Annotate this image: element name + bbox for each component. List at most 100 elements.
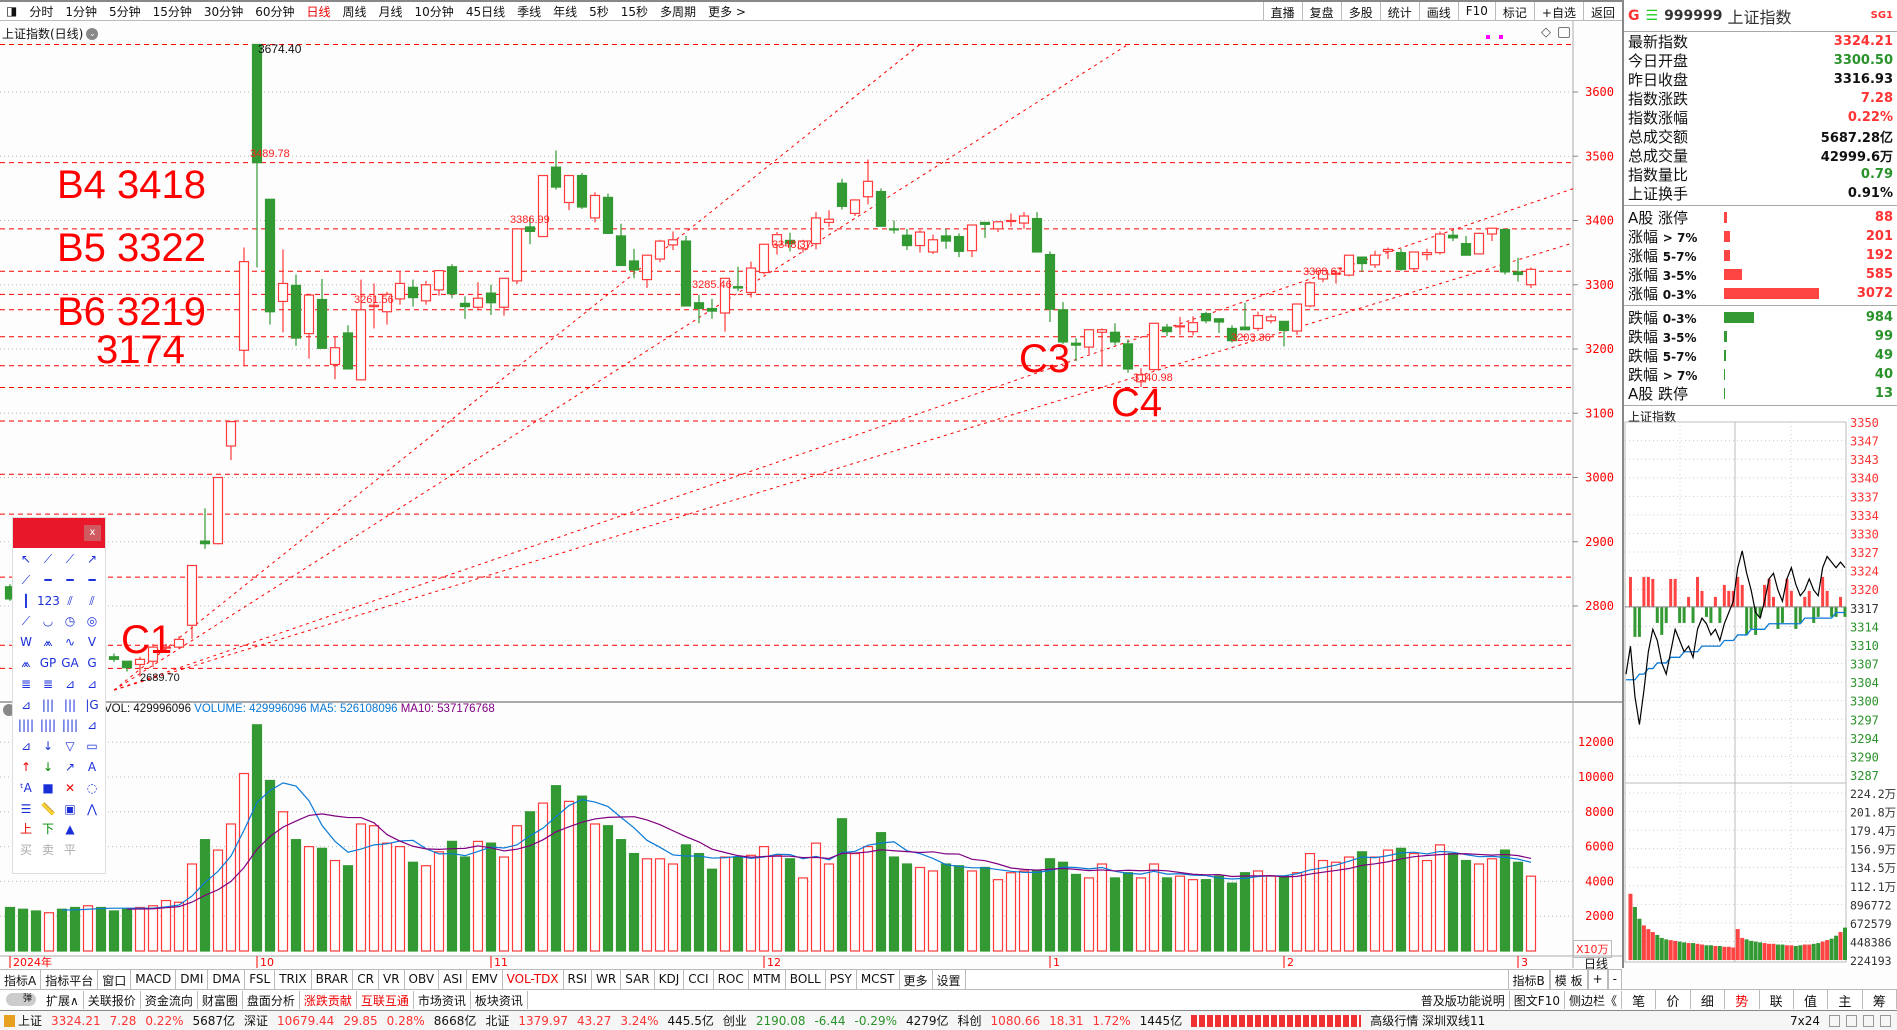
indicator-tab[interactable]: FSL	[245, 970, 276, 989]
period-tab[interactable]: 年线	[553, 4, 578, 19]
horizontal-line-icon[interactable]: ━	[88, 572, 96, 587]
feed-label[interactable]: 高级行情 深圳双线11	[1370, 1014, 1486, 1028]
period-tab[interactable]: 多周期	[660, 4, 697, 19]
period-tab[interactable]: 5分钟	[109, 4, 141, 19]
info-tab[interactable]: 关联报价	[84, 990, 141, 1009]
template-button[interactable]: -	[1607, 970, 1622, 989]
candle[interactable]	[797, 239, 809, 253]
indicator-tab[interactable]: BRAR	[312, 970, 354, 989]
candle[interactable]	[381, 291, 393, 325]
candle[interactable]	[1382, 247, 1394, 260]
candle[interactable]	[1031, 212, 1043, 253]
indicator-tab[interactable]: 指标A	[0, 970, 42, 989]
line-segment-icon[interactable]: ⟋	[43, 552, 53, 566]
trendline[interactable]	[113, 44, 1129, 691]
toolbar-button[interactable]: F10	[1457, 2, 1495, 21]
candle[interactable]	[1122, 339, 1134, 373]
gann-time-icon[interactable]: |G	[85, 697, 99, 712]
candle[interactable]	[355, 279, 367, 381]
candle[interactable]	[511, 228, 523, 285]
gann-gp-icon[interactable]: GP	[39, 655, 57, 670]
ray-icon[interactable]: ⟋	[21, 572, 31, 587]
candle[interactable]	[550, 150, 562, 190]
candle[interactable]	[407, 279, 419, 307]
candle[interactable]	[576, 172, 588, 209]
down-arrow-lines-icon[interactable]: ↓	[42, 739, 54, 754]
side-link[interactable]: 侧边栏《	[1565, 990, 1622, 1009]
toggle-switch[interactable]: 弹	[6, 993, 36, 1006]
candle[interactable]	[1525, 267, 1537, 288]
delete-icon[interactable]: ✕	[64, 780, 76, 795]
side-tab[interactable]: 值	[1794, 990, 1829, 1010]
ruler-icon[interactable]: 📏	[40, 801, 56, 816]
period-tab[interactable]: 日线	[306, 4, 331, 19]
close-icon[interactable]: x	[84, 525, 101, 541]
candle[interactable]	[212, 476, 224, 545]
candle[interactable]	[1018, 212, 1030, 229]
flag-icon[interactable]: ▲	[65, 822, 75, 837]
indicator-tab[interactable]: 指标平台	[41, 970, 99, 989]
candle[interactable]	[979, 221, 991, 238]
info-tab[interactable]: 市场资讯	[414, 990, 471, 1009]
candle[interactable]	[225, 420, 237, 461]
vertical-line-icon[interactable]: ┃	[22, 593, 30, 608]
horizontal-ray-icon[interactable]: ━	[66, 572, 74, 587]
trendline[interactable]	[113, 242, 1574, 691]
flat-icon[interactable]: 平	[63, 843, 76, 858]
candle[interactable]	[1447, 230, 1459, 242]
candle[interactable]	[329, 336, 341, 380]
candle[interactable]	[1200, 311, 1212, 324]
candle[interactable]	[1135, 368, 1147, 387]
candle[interactable]	[173, 636, 185, 650]
period-tab[interactable]: 分时	[29, 4, 54, 19]
wave-v-icon[interactable]: V	[87, 635, 97, 650]
down-arrow-icon[interactable]: ↓	[42, 759, 54, 774]
candle[interactable]	[602, 193, 614, 234]
indicator-tab[interactable]: VOL-TDX	[503, 970, 564, 989]
fan-2-icon[interactable]: ⊿	[86, 676, 98, 691]
candle[interactable]	[784, 232, 796, 252]
candle[interactable]	[862, 159, 874, 205]
list-icon[interactable]	[1829, 1014, 1840, 1027]
candle[interactable]	[628, 248, 640, 279]
antenna-icon[interactable]	[1863, 1014, 1874, 1027]
trend-arrow-icon[interactable]: ↗	[64, 759, 76, 774]
candle[interactable]	[836, 178, 848, 210]
candle[interactable]	[654, 239, 666, 263]
candle[interactable]	[1265, 314, 1277, 324]
cursor-icon[interactable]: ↖	[20, 552, 32, 566]
candle[interactable]	[1096, 328, 1108, 367]
candle[interactable]	[303, 294, 315, 359]
angle-fan-icon[interactable]: ⊿	[20, 739, 32, 754]
period-lines-icon[interactable]: ||||	[17, 718, 35, 733]
candle[interactable]	[1499, 228, 1511, 275]
info-tab[interactable]: 互联互通	[357, 990, 414, 1009]
candle[interactable]	[1434, 231, 1446, 255]
indicator-tab[interactable]: RSI	[564, 970, 593, 989]
trendline[interactable]	[113, 44, 921, 691]
layout-icon[interactable]: ◨	[6, 4, 18, 18]
candle[interactable]	[1473, 232, 1485, 255]
candle[interactable]	[433, 270, 445, 296]
wave-w-icon[interactable]: W	[20, 635, 32, 650]
g-icon[interactable]: G	[1628, 7, 1640, 24]
candle[interactable]	[1252, 311, 1264, 332]
candle[interactable]	[1512, 257, 1524, 282]
candle[interactable]	[186, 564, 198, 639]
candle[interactable]	[732, 266, 744, 292]
triangle-icon[interactable]: ▽	[65, 739, 75, 754]
candle[interactable]	[238, 247, 250, 366]
indicator-tab[interactable]: MTM	[749, 970, 786, 989]
candle[interactable]	[1486, 227, 1498, 242]
period-tab[interactable]: 60分钟	[255, 4, 295, 19]
candle[interactable]	[563, 174, 575, 211]
toolbar-button[interactable]: 直播	[1262, 2, 1302, 21]
candle[interactable]	[485, 284, 497, 315]
candle[interactable]	[160, 643, 172, 651]
candle[interactable]	[1187, 316, 1199, 336]
zigzag-icon[interactable]: ∿	[64, 635, 76, 650]
candle[interactable]	[810, 212, 822, 250]
candle[interactable]	[680, 235, 692, 307]
side-tab[interactable]: 联	[1760, 990, 1794, 1010]
candle[interactable]	[771, 232, 783, 255]
